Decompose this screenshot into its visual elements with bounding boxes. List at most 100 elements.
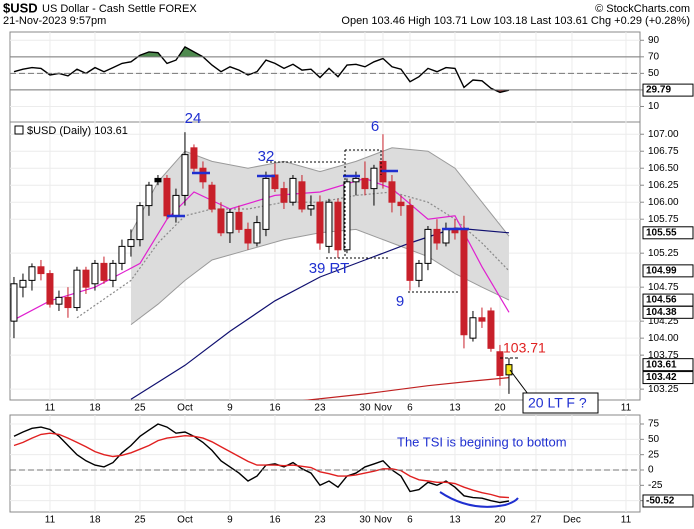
plot-layer: 111118182525OctOct99161623233030NovNov66… xyxy=(10,32,694,526)
candle-body xyxy=(415,262,423,281)
candle-body xyxy=(280,188,288,203)
candle-body xyxy=(487,310,495,349)
dashed-guide xyxy=(266,149,458,293)
value-label: 104.99 xyxy=(646,265,677,276)
x-tick-label: 16 xyxy=(269,515,281,526)
x-tick-label: 25 xyxy=(134,403,146,414)
candle-body xyxy=(505,364,513,376)
candle-body xyxy=(136,205,144,241)
candle-body xyxy=(190,147,198,169)
rsi-zone-fill xyxy=(137,46,204,57)
y-tick-label: 106.00 xyxy=(648,197,679,208)
annotation: 32 xyxy=(258,148,275,165)
x-tick-label: 13 xyxy=(449,403,461,414)
x-tick-label: Nov xyxy=(374,515,392,526)
tsi-panel xyxy=(9,414,641,513)
candle-body xyxy=(370,167,378,190)
x-tick-label: 11 xyxy=(45,403,56,414)
candle-body xyxy=(253,222,261,244)
y-tick-label: 50 xyxy=(648,434,660,445)
moving-average xyxy=(302,377,510,400)
y-tick-label: 104.75 xyxy=(648,282,679,293)
y-tick-label: 0 xyxy=(648,465,654,476)
x-tick-label: 23 xyxy=(314,515,326,526)
candle-body xyxy=(127,239,135,247)
candle-body xyxy=(361,177,369,190)
x-tick-label: 20 xyxy=(494,403,506,414)
y-tick-label: 107.00 xyxy=(648,129,679,140)
x-tick-label: 18 xyxy=(89,515,101,526)
value-box xyxy=(642,264,694,278)
y-tick-label: 50 xyxy=(648,68,660,79)
symbol: $USD xyxy=(3,0,38,15)
x-tick-label: Nov xyxy=(374,403,392,414)
x-tick-label: Oct xyxy=(177,403,193,414)
candle-body xyxy=(109,262,117,281)
y-tick-label: 103.75 xyxy=(648,350,679,361)
value-label: 104.56 xyxy=(646,295,677,306)
date: 21-Nov-2023 9:57pm xyxy=(3,15,106,27)
x-tick-label: 9 xyxy=(227,403,233,414)
candle-body xyxy=(55,296,63,305)
legend-icon xyxy=(14,125,24,135)
x-tick-label: 9 xyxy=(227,515,233,526)
x-tick-label: 23 xyxy=(314,403,326,414)
annotation: 20 LT F ? xyxy=(528,395,587,411)
legend: $USD (Daily) 103.61 xyxy=(27,125,128,137)
candle-body xyxy=(406,205,414,281)
x-tick-label: 13 xyxy=(449,515,461,526)
candle-body xyxy=(316,201,324,244)
candle-body xyxy=(91,262,99,285)
x-tick-label: 27 xyxy=(530,515,542,526)
series-line xyxy=(13,45,510,94)
candle-body xyxy=(307,205,315,210)
annotation: 24 xyxy=(185,110,202,127)
annotation: 103.71 xyxy=(503,340,546,356)
x-tick-label: 11 xyxy=(621,515,632,526)
candle-body xyxy=(163,177,171,217)
candle-body xyxy=(433,228,441,244)
x-tick-label: 30 xyxy=(359,515,371,526)
annotation: The TSI is begining to bottom xyxy=(397,434,567,449)
y-tick-label: 106.50 xyxy=(648,163,679,174)
candle-body xyxy=(208,184,216,210)
candle-body xyxy=(217,208,225,234)
x-tick-label: 16 xyxy=(269,403,281,414)
candle-body xyxy=(460,228,468,336)
candle-body xyxy=(19,279,27,288)
y-tick-label: 106.75 xyxy=(648,146,679,157)
x-tick-label: 25 xyxy=(134,515,146,526)
candle-body xyxy=(235,211,243,230)
x-tick-label: Oct xyxy=(177,515,193,526)
candle-body xyxy=(37,266,45,275)
value-label: -50.52 xyxy=(646,496,675,507)
candle-body xyxy=(172,194,180,217)
y-tick-label: -25 xyxy=(648,480,663,491)
y-tick-label: 90 xyxy=(648,35,660,46)
instrument-name: US Dollar - Cash Settle FOREX xyxy=(42,3,197,15)
candle-body xyxy=(442,228,450,244)
panel-plot xyxy=(10,45,640,94)
annotation: 6 xyxy=(371,118,379,135)
series-line xyxy=(13,423,510,504)
y-tick-label: 104.00 xyxy=(648,333,679,344)
y-tick-label: 105.25 xyxy=(648,248,679,259)
annotation-layer: $USD (Daily) 103.61 24 32 6 39 RT 9 103.… xyxy=(14,110,599,508)
value-box xyxy=(642,226,694,240)
value-box xyxy=(642,305,694,319)
value-box xyxy=(642,494,694,508)
annotation: 9 xyxy=(396,293,404,310)
value-label: 29.79 xyxy=(646,85,671,96)
candle-body xyxy=(100,262,108,281)
candle-body xyxy=(298,181,306,210)
candle-body xyxy=(10,283,18,322)
candle-body xyxy=(46,273,54,305)
y-tick-label: 75 xyxy=(648,419,660,430)
y-tick-label: 25 xyxy=(648,449,660,460)
copyright: © StockCharts.com xyxy=(595,3,690,15)
x-tick-label: 11 xyxy=(621,403,632,414)
x-tick-label: 20 xyxy=(494,515,506,526)
y-tick-label: 10 xyxy=(648,101,660,112)
value-box xyxy=(642,371,694,385)
candle-body xyxy=(388,181,396,203)
